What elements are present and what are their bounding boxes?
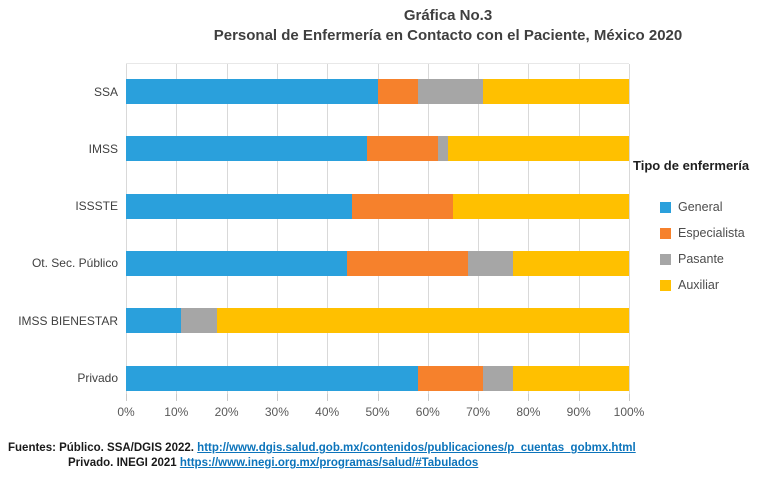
bar-segment-auxiliar [447, 136, 629, 162]
bar-segment-auxiliar [513, 250, 629, 276]
legend-title: Tipo de enfermería [633, 158, 750, 173]
bar-segment-pasante [181, 308, 217, 334]
legend-item-auxiliar: Auxiliar [633, 272, 765, 298]
source-line-privado: Privado. INEGI 2021 https://www.inegi.or… [8, 456, 636, 471]
gridline [276, 64, 278, 394]
bar-segment-general [126, 136, 368, 162]
bar-segment-pasante [468, 250, 514, 276]
axis-tick [528, 394, 530, 401]
source-link-inegi[interactable]: https://www.inegi.org.mx/programas/salud… [179, 457, 479, 469]
bar-segment-auxiliar [216, 308, 629, 334]
x-axis-label: 80% [516, 405, 541, 419]
axis-tick [578, 394, 580, 401]
axis-tick [226, 394, 228, 401]
bar-segment-especialista [417, 365, 484, 391]
bar-segment-especialista [352, 193, 453, 219]
y-axis-label: SSA [93, 84, 118, 99]
legend-swatch-especialista [660, 227, 671, 239]
bar-segment-auxiliar [483, 79, 629, 104]
gridline [578, 64, 580, 394]
legend-item-label: Especialista [678, 226, 745, 240]
legend-item-label: Pasante [678, 252, 724, 266]
gridline [478, 64, 480, 394]
gridline [126, 64, 127, 394]
source-text-publico: Fuentes: Público. SSA/DGIS 2022. [8, 442, 198, 454]
y-axis-label: ISSSTE [75, 199, 118, 214]
bar-segment-pasante [483, 365, 514, 391]
x-axis-label: 20% [214, 405, 239, 419]
bar-segment-especialista [367, 136, 438, 162]
bar-segment-auxiliar [452, 193, 629, 219]
y-axis-label: IMSS [88, 141, 118, 156]
axis-tick [427, 394, 429, 401]
bar-segment-general [126, 308, 182, 334]
chart-title: Gráfica No.3 [403, 7, 493, 24]
bar-segment-pasante [417, 79, 484, 104]
bar-row [126, 79, 629, 104]
chart-title-block: Gráfica No.3 Personal de Enfermería en C… [128, 6, 768, 46]
x-axis-label: 100% [613, 405, 645, 419]
source-text-privado: Privado. INEGI 2021 [68, 457, 180, 469]
bar-segment-general [126, 365, 418, 391]
bar-row [126, 365, 629, 391]
bar-segment-general [126, 79, 378, 104]
bar-segment-pasante [437, 136, 448, 162]
bar-segment-general [126, 250, 348, 276]
legend-swatch-general [660, 201, 671, 213]
bar-row [126, 193, 629, 219]
y-axis-label: Privado [77, 371, 118, 385]
x-axis-label: 90% [566, 405, 591, 419]
source-link-dgis[interactable]: http://www.dgis.salud.gob.mx/contenidos/… [197, 442, 636, 454]
y-axis-label: IMSS BIENESTAR [18, 313, 118, 328]
y-axis-label: Ot. Sec. Público [31, 256, 118, 271]
legend-items: General Especialista Pasante Auxiliar [633, 194, 765, 298]
bar-segment-especialista [377, 79, 418, 104]
bar-row [126, 250, 629, 276]
legend-item-general: General [633, 194, 765, 220]
bar-segment-especialista [347, 250, 469, 276]
x-axis-label: 0% [117, 405, 135, 419]
gridline [528, 64, 530, 394]
legend-swatch-pasante [660, 253, 671, 265]
axis-tick [276, 394, 278, 401]
gridline [629, 64, 630, 394]
axis-tick [478, 394, 480, 401]
legend-item-label: General [678, 200, 723, 214]
axis-tick [176, 394, 178, 401]
sources: Fuentes: Público. SSA/DGIS 2022. http://… [8, 441, 636, 471]
x-axis-label: 40% [315, 405, 340, 419]
x-axis-label: 60% [415, 405, 440, 419]
legend-swatch-auxiliar [660, 279, 671, 291]
bar-segment-auxiliar [513, 365, 629, 391]
gridline [327, 64, 329, 394]
gridline [377, 64, 379, 394]
source-line-publico: Fuentes: Público. SSA/DGIS 2022. http://… [8, 441, 636, 456]
x-axis-label: 10% [164, 405, 189, 419]
legend-item-label: Auxiliar [678, 278, 719, 292]
plot-top-border [126, 63, 629, 64]
gridline [427, 64, 429, 394]
x-axis-label: 70% [466, 405, 491, 419]
bar-row [126, 136, 629, 162]
x-axis-label: 50% [365, 405, 390, 419]
bar-segment-general [126, 193, 353, 219]
legend-item-pasante: Pasante [633, 246, 765, 272]
chart-subtitle: Personal de Enfermería en Contacto con e… [213, 27, 683, 44]
axis-tick [327, 394, 329, 401]
axis-tick [126, 394, 127, 401]
bar-row [126, 308, 629, 334]
legend-item-especialista: Especialista [633, 220, 765, 246]
legend: Tipo de enfermería General Especialista Pa… [633, 158, 765, 298]
gridline [226, 64, 228, 394]
axis-tick [377, 394, 379, 401]
gridline [176, 64, 178, 394]
x-axis-label: 30% [264, 405, 289, 419]
axis-tick [629, 394, 630, 401]
